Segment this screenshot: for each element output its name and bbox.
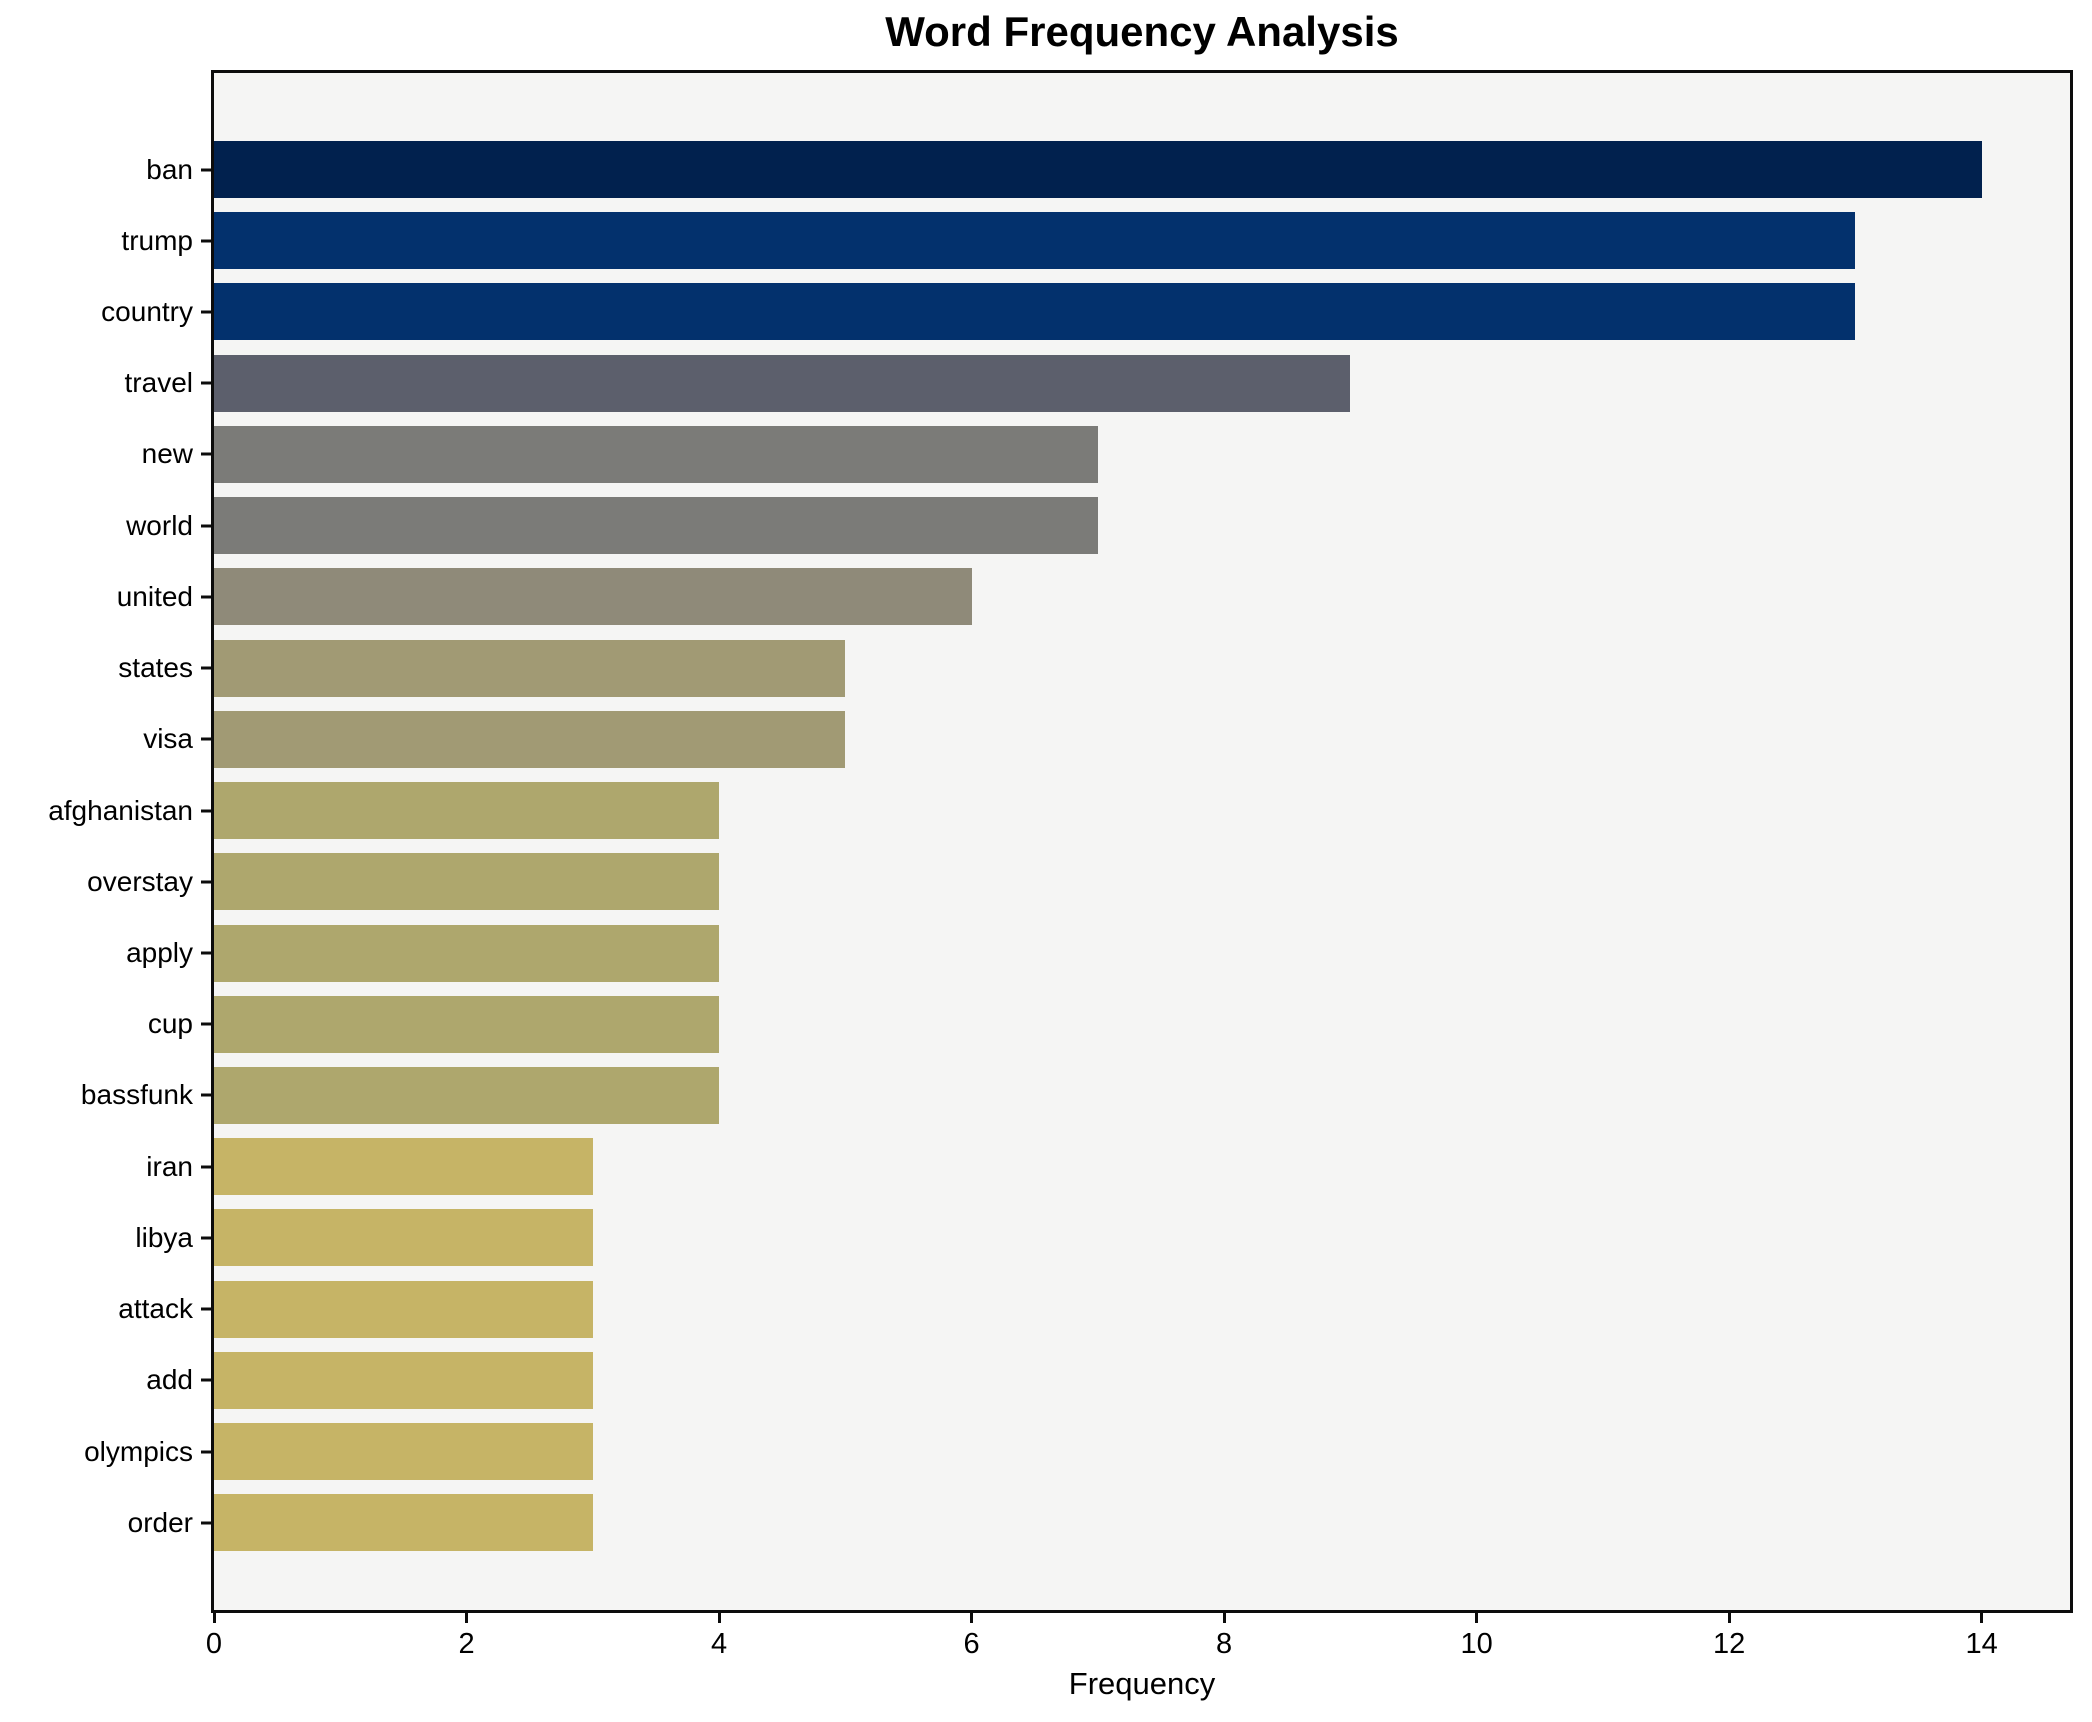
bar	[214, 639, 846, 697]
bar	[214, 710, 846, 768]
y-axis-label: new	[141, 438, 193, 470]
bar	[214, 1066, 720, 1124]
y-axis-label: country	[101, 295, 193, 327]
y-axis-label: olympics	[84, 1435, 193, 1467]
y-tick-mark	[201, 1521, 211, 1525]
y-tick-mark	[201, 595, 211, 599]
x-axis-title: Frequency	[1068, 1666, 1216, 1701]
x-tick-label: 10	[1460, 1628, 1493, 1660]
y-tick-mark	[201, 381, 211, 385]
y-axis-label: states	[118, 652, 193, 684]
bar	[214, 995, 720, 1053]
x-tick-mark	[717, 1613, 721, 1623]
bar	[214, 568, 972, 626]
bar	[214, 1494, 593, 1552]
y-axis-label: overstay	[87, 865, 193, 897]
x-tick-mark	[212, 1613, 216, 1623]
x-tick-label: 14	[1965, 1628, 1998, 1660]
x-tick-label: 2	[458, 1628, 475, 1660]
y-axis-label: apply	[126, 937, 193, 969]
bar	[214, 1423, 593, 1481]
y-tick-mark	[201, 310, 211, 314]
bar	[214, 924, 720, 982]
y-axis-label: united	[116, 580, 193, 612]
x-tick-mark	[1980, 1613, 1984, 1623]
x-tick-label: 6	[963, 1628, 980, 1660]
y-axis-label: ban	[146, 153, 193, 185]
y-tick-mark	[201, 666, 211, 670]
x-tick-label: 8	[1215, 1628, 1233, 1660]
bar	[214, 853, 720, 911]
y-tick-mark	[201, 880, 211, 884]
y-tick-mark	[201, 1093, 211, 1097]
y-axis-label: visa	[143, 723, 193, 755]
y-tick-mark	[201, 168, 211, 171]
bar	[214, 283, 1856, 341]
x-tick-label: 12	[1712, 1628, 1746, 1660]
y-tick-mark	[201, 1378, 211, 1382]
y-axis-label: iran	[146, 1150, 193, 1182]
y-tick-mark	[201, 524, 211, 528]
plot-area	[211, 70, 2073, 1613]
bar	[214, 1351, 593, 1409]
chart-title: Word Frequency Analysis	[885, 8, 1399, 55]
y-axis-label: trump	[121, 224, 193, 256]
x-tick-label: 0	[205, 1628, 223, 1660]
bar	[214, 1138, 593, 1196]
y-axis-label: afghanistan	[48, 794, 193, 826]
bar	[214, 782, 720, 840]
y-axis-label: bassfunk	[80, 1079, 193, 1111]
bar	[214, 1280, 593, 1338]
y-tick-mark	[201, 1307, 211, 1311]
x-tick-mark	[1222, 1613, 1226, 1623]
y-tick-mark	[201, 1450, 211, 1454]
y-axis-label: add	[146, 1364, 193, 1396]
y-axis-label: attack	[118, 1293, 193, 1325]
y-tick-mark	[201, 1165, 211, 1169]
bar	[214, 425, 1098, 483]
y-tick-mark	[201, 452, 211, 456]
x-tick-mark	[1727, 1613, 1731, 1623]
y-axis-label: order	[127, 1506, 193, 1538]
x-tick-mark	[1475, 1613, 1479, 1623]
x-tick-label: 4	[710, 1628, 728, 1660]
y-tick-mark	[201, 1022, 211, 1026]
y-tick-mark	[201, 809, 211, 813]
x-tick-mark	[465, 1613, 469, 1623]
x-tick-mark	[970, 1613, 974, 1623]
bar	[214, 212, 1856, 270]
bar	[214, 1209, 593, 1267]
y-tick-mark	[201, 1236, 211, 1240]
y-tick-mark	[201, 737, 211, 741]
y-axis-label: libya	[135, 1221, 193, 1253]
bar	[214, 497, 1098, 555]
bar	[214, 354, 1351, 412]
y-axis-label: travel	[124, 367, 193, 399]
y-tick-mark	[201, 951, 211, 955]
y-axis-label: cup	[147, 1008, 193, 1040]
bar	[214, 141, 1982, 198]
y-tick-mark	[201, 239, 211, 243]
y-axis-label: world	[126, 509, 193, 541]
